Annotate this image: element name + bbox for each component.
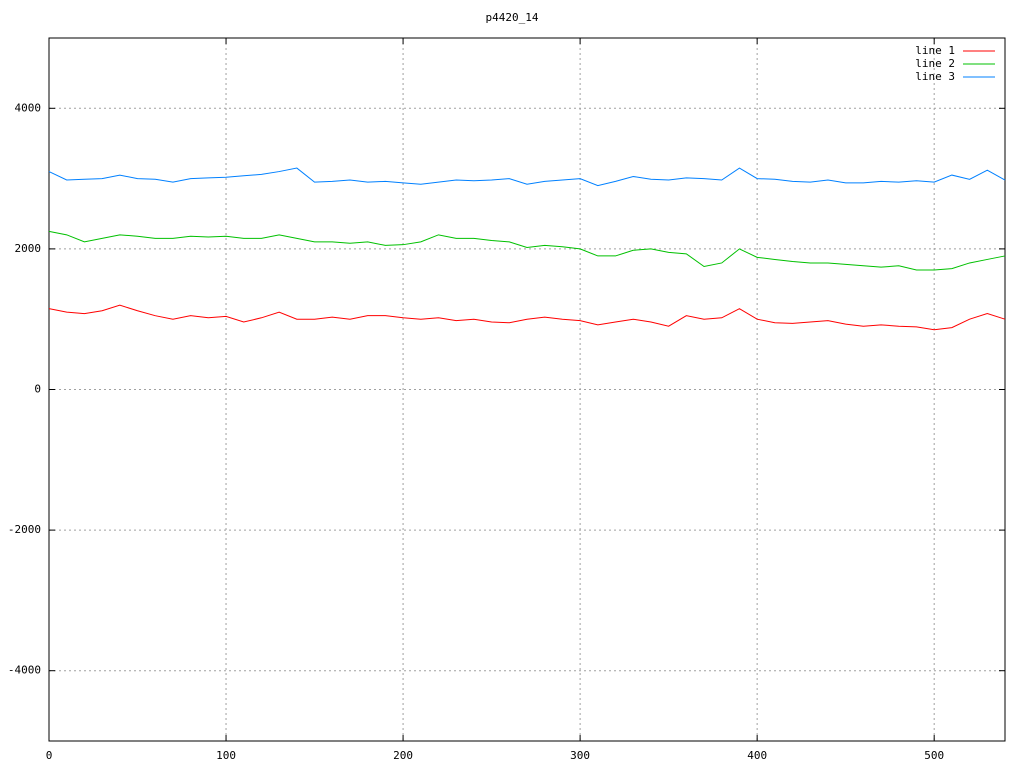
y-tick-label: -4000 bbox=[8, 664, 41, 677]
x-tick-label: 300 bbox=[570, 749, 590, 762]
plot-border bbox=[48, 37, 1006, 742]
x-tick-label: 100 bbox=[216, 749, 236, 762]
legend-label: line 2 bbox=[915, 57, 955, 70]
y-tick-label: -2000 bbox=[8, 523, 41, 536]
y-tick-label: 2000 bbox=[15, 242, 42, 255]
legend-label: line 1 bbox=[915, 44, 955, 57]
y-tick-label: 0 bbox=[34, 383, 41, 396]
y-tick-label: 4000 bbox=[15, 101, 42, 114]
series-line bbox=[48, 167, 1006, 187]
series-line bbox=[48, 304, 1006, 331]
legend-label: line 3 bbox=[915, 70, 955, 83]
x-tick-label: 400 bbox=[747, 749, 767, 762]
x-tick-label: 200 bbox=[393, 749, 413, 762]
x-tick-label: 500 bbox=[924, 749, 944, 762]
series-line bbox=[48, 230, 1006, 271]
chart-title: p4420_14 bbox=[486, 11, 539, 24]
x-tick-label: 0 bbox=[46, 749, 53, 762]
